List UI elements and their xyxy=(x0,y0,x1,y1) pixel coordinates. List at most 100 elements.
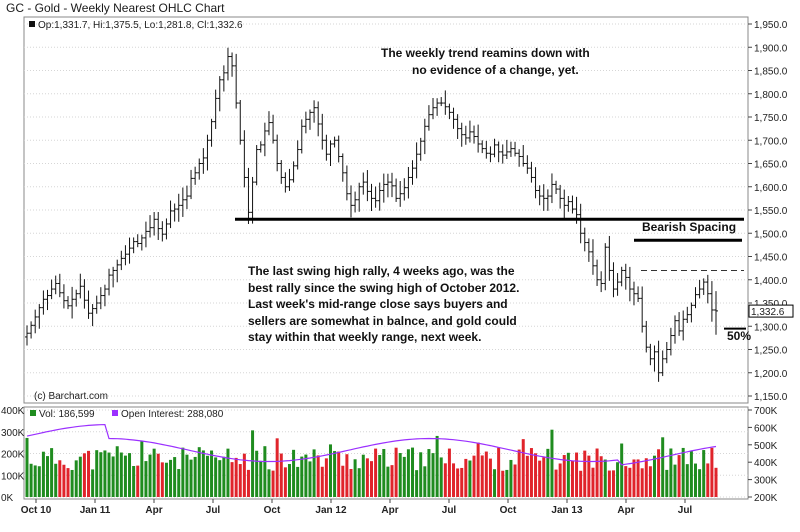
ohlc-bar xyxy=(172,203,177,222)
volume-bar xyxy=(169,459,173,497)
ohlc-bar xyxy=(426,105,431,131)
volume-bar xyxy=(382,448,386,497)
ohlc-bar xyxy=(111,266,116,288)
ohlc-bar xyxy=(217,76,222,112)
volume-bar xyxy=(427,449,431,497)
volume-bar xyxy=(361,454,365,497)
ohlc-bar xyxy=(619,266,624,287)
volume-legend: Vol: 186,599 xyxy=(39,409,95,420)
volume-bar xyxy=(234,457,238,497)
volume-bar xyxy=(189,459,193,497)
ohlc-bar xyxy=(344,165,349,201)
open-interest-legend: Open Interest: 288,080 xyxy=(121,409,224,420)
ohlc-bar xyxy=(152,212,157,236)
ohlc-bar xyxy=(70,286,75,319)
ohlc-bar xyxy=(627,266,632,302)
volume-bar xyxy=(267,469,271,497)
price-tick-label: 1,800.0 xyxy=(754,90,788,101)
legend-high: Hi:1,375.5, xyxy=(93,20,141,31)
volume-bar xyxy=(173,457,177,497)
ohlc-bar xyxy=(82,279,87,309)
ohlc-bar xyxy=(295,140,300,170)
volume-bar xyxy=(661,437,665,497)
volume-bar xyxy=(242,453,246,497)
volume-bar xyxy=(505,469,509,497)
x-tick-label: Jul xyxy=(206,505,221,516)
volume-bar xyxy=(41,451,45,497)
volume-bar xyxy=(263,446,267,497)
volume-bar xyxy=(78,456,82,497)
volume-bar xyxy=(62,464,66,497)
volume-bar xyxy=(681,447,685,497)
ohlc-bar xyxy=(201,148,206,174)
volume-bar xyxy=(706,463,710,497)
ohlc-bar xyxy=(316,101,321,137)
ohlc-bar xyxy=(271,114,276,144)
ohlc-bar xyxy=(652,345,657,372)
ohlc-bar xyxy=(681,310,686,341)
ohlc-bar xyxy=(262,122,267,157)
ohlc-bar xyxy=(373,186,378,208)
volume-tick-label: 0K xyxy=(1,493,14,504)
ohlc-legend-swatch xyxy=(29,21,35,27)
volume-bar xyxy=(152,448,156,497)
price-tick-label: 1,750.0 xyxy=(754,113,788,124)
volume-bar xyxy=(702,450,706,497)
open-interest-tick-label: 400K xyxy=(754,458,778,469)
ohlc-bar xyxy=(558,184,563,209)
volume-bar xyxy=(341,465,345,497)
volume-bar xyxy=(644,458,648,497)
x-tick-label: Jan 12 xyxy=(315,505,347,516)
price-tick-label: 1,850.0 xyxy=(754,67,788,78)
volume-bar xyxy=(103,450,107,497)
ohlc-bar xyxy=(74,289,79,307)
ohlc-bar xyxy=(439,97,444,107)
volume-bar xyxy=(398,453,402,497)
trend-note-line2: no evidence of a change, yet. xyxy=(412,63,579,77)
last-price-label: 1,332.6 xyxy=(751,307,785,318)
volume-bar xyxy=(616,462,620,497)
volume-bar xyxy=(464,458,468,497)
volume-bar xyxy=(435,435,439,497)
volume-bar xyxy=(599,456,603,497)
ohlc-bar xyxy=(250,176,255,224)
ohlc-bar xyxy=(78,273,83,299)
ohlc-bar xyxy=(160,221,165,242)
volume-bar xyxy=(554,469,558,497)
volume-bar xyxy=(484,451,488,497)
ohlc-bar xyxy=(668,327,673,356)
chart-title: GC - Gold - Weekly Nearest OHLC Chart xyxy=(6,1,225,15)
volume-bar xyxy=(460,467,464,497)
ohlc-bar xyxy=(66,296,71,310)
volume-bar xyxy=(595,448,599,497)
ohlc-bar xyxy=(225,47,230,81)
volume-bar xyxy=(657,449,661,497)
ohlc-bar xyxy=(570,195,575,214)
open-interest-y-axis: 700K 600K 500K 400K 300K 200K xyxy=(748,406,778,504)
volume-bars xyxy=(25,429,718,497)
ohlc-bar xyxy=(418,137,423,161)
volume-bar xyxy=(181,447,185,497)
volume-bar xyxy=(210,450,214,497)
volume-bar xyxy=(669,448,673,497)
volume-bar xyxy=(624,466,628,497)
volume-bar xyxy=(271,470,275,497)
ohlc-bar xyxy=(221,65,226,92)
volume-bar xyxy=(456,468,460,497)
volume-bar xyxy=(50,448,54,497)
ohlc-bar xyxy=(303,111,308,134)
ohlc-bar xyxy=(353,191,358,213)
ohlc-bar xyxy=(90,304,95,327)
ohlc-bar xyxy=(677,312,682,336)
ohlc-bar xyxy=(525,155,530,174)
ohlc-bar xyxy=(595,259,600,286)
ohlc-bar xyxy=(636,286,641,303)
volume-bar xyxy=(579,470,583,497)
open-interest-line xyxy=(26,423,717,466)
volume-bar xyxy=(476,442,480,497)
volume-bar xyxy=(218,460,222,497)
price-tick-label: 1,900.0 xyxy=(754,43,788,54)
ohlc-bar xyxy=(398,180,403,207)
ohlc-bar xyxy=(562,189,567,219)
